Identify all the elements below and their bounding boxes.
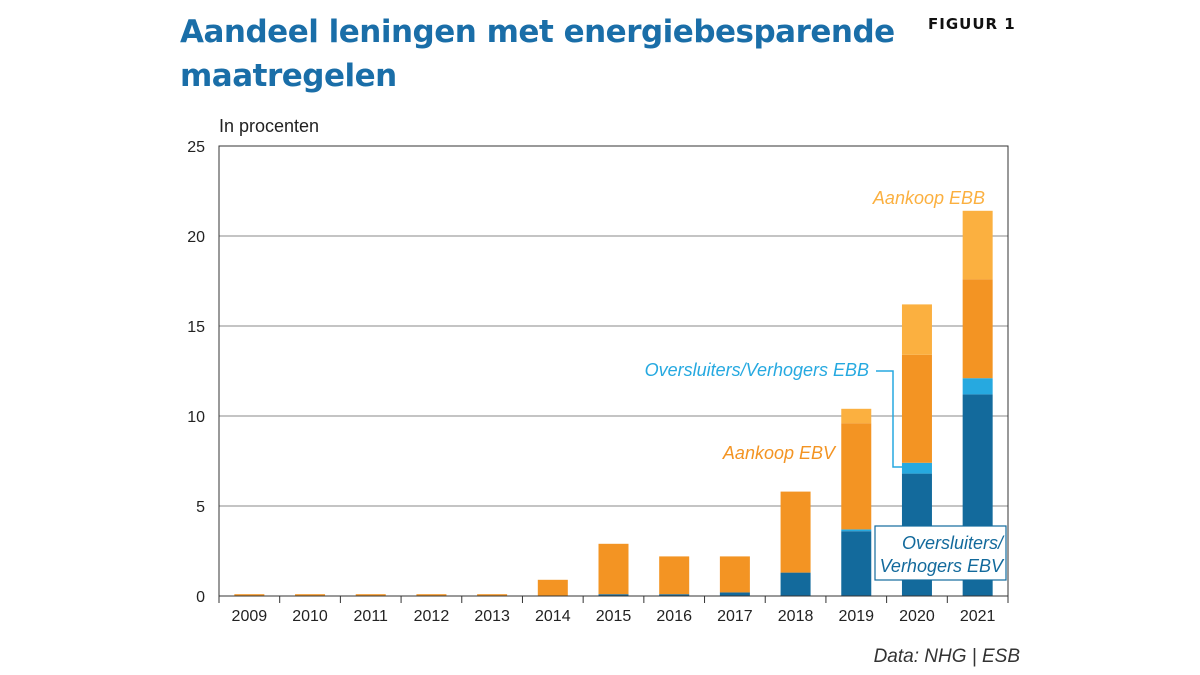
leader-line-oversluiters-ebb (876, 370, 906, 468)
x-tick-label: 2015 (596, 608, 632, 625)
bar-segment-aankoop-ebv (537, 579, 568, 596)
annotation-oversluiters-ebb: Oversluiters/Verhogers EBB (645, 360, 869, 380)
bar-segment-aankoop-ebv (416, 594, 447, 596)
x-tick-label: 2017 (717, 608, 753, 625)
bar-segment-oversluiters-ebv (598, 594, 629, 596)
bar-segment-aankoop-ebb (962, 210, 993, 280)
x-tick-label: 2016 (656, 608, 692, 625)
annotation-aankoop-ebv: Aankoop EBV (722, 443, 837, 463)
bar-segment-aankoop-ebv (841, 423, 872, 530)
x-tick-label: 2018 (778, 608, 814, 625)
chart-title: Aandeel leningen met energiebesparende m… (180, 14, 895, 94)
annotation-box-oversluiters-ebv (874, 525, 1007, 581)
bar-segment-aankoop-ebv (901, 354, 932, 463)
x-tick-label: 2011 (354, 608, 389, 625)
annotation-oversluiters-ebv-line2: Verhogers EBV (880, 556, 1005, 576)
bar-segment-aankoop-ebv (719, 556, 750, 593)
data-source: Data: NHG | ESB (873, 646, 1020, 667)
y-tick-label: 0 (196, 589, 205, 606)
annotation-aankoop-ebb: Aankoop EBB (872, 188, 985, 208)
bar-segment-aankoop-ebv (598, 543, 629, 595)
x-tick-label: 2013 (474, 608, 510, 625)
bar-segment-oversluiters-ebv (659, 594, 690, 596)
bar-segment-aankoop-ebv (477, 594, 508, 596)
bar-segment-oversluiters-ebb (841, 529, 872, 532)
y-tick-label: 5 (196, 499, 205, 516)
bar-segment-aankoop-ebv (962, 279, 993, 379)
x-tick-label: 2010 (292, 608, 328, 625)
y-axis-unit-label: In procenten (219, 116, 320, 136)
x-tick-label: 2012 (414, 608, 450, 625)
bar-segment-oversluiters-ebv (841, 531, 872, 596)
bar-segment-aankoop-ebv (780, 491, 811, 573)
x-tick-label: 2019 (838, 608, 874, 625)
bar-segment-aankoop-ebv (355, 594, 386, 596)
bar-segment-oversluiters-ebv (719, 592, 750, 596)
bar-segment-oversluiters-ebb (901, 462, 932, 474)
figure-label: FIGUUR 1 (928, 15, 1016, 33)
bar-segment-aankoop-ebb (841, 408, 872, 424)
bar-segment-aankoop-ebv (295, 594, 326, 596)
annotation-oversluiters-ebv-line1: Oversluiters/ (902, 533, 1005, 553)
bar-segment-aankoop-ebb (901, 304, 932, 355)
x-tick-label: 2020 (899, 608, 935, 625)
y-tick-label: 20 (187, 229, 205, 246)
x-tick-label: 2009 (232, 608, 268, 625)
plot-frame (218, 145, 1009, 597)
x-tick-label: 2014 (535, 608, 571, 625)
x-tick-label: 2021 (960, 608, 996, 625)
y-tick-label: 15 (187, 319, 205, 336)
bar-segment-aankoop-ebv (234, 594, 265, 596)
bar-segment-oversluiters-ebb (962, 378, 993, 395)
y-tick-label: 25 (187, 139, 205, 156)
bar-segment-oversluiters-ebv (780, 572, 811, 596)
bar-segment-aankoop-ebv (659, 556, 690, 595)
y-tick-label: 10 (187, 409, 205, 426)
